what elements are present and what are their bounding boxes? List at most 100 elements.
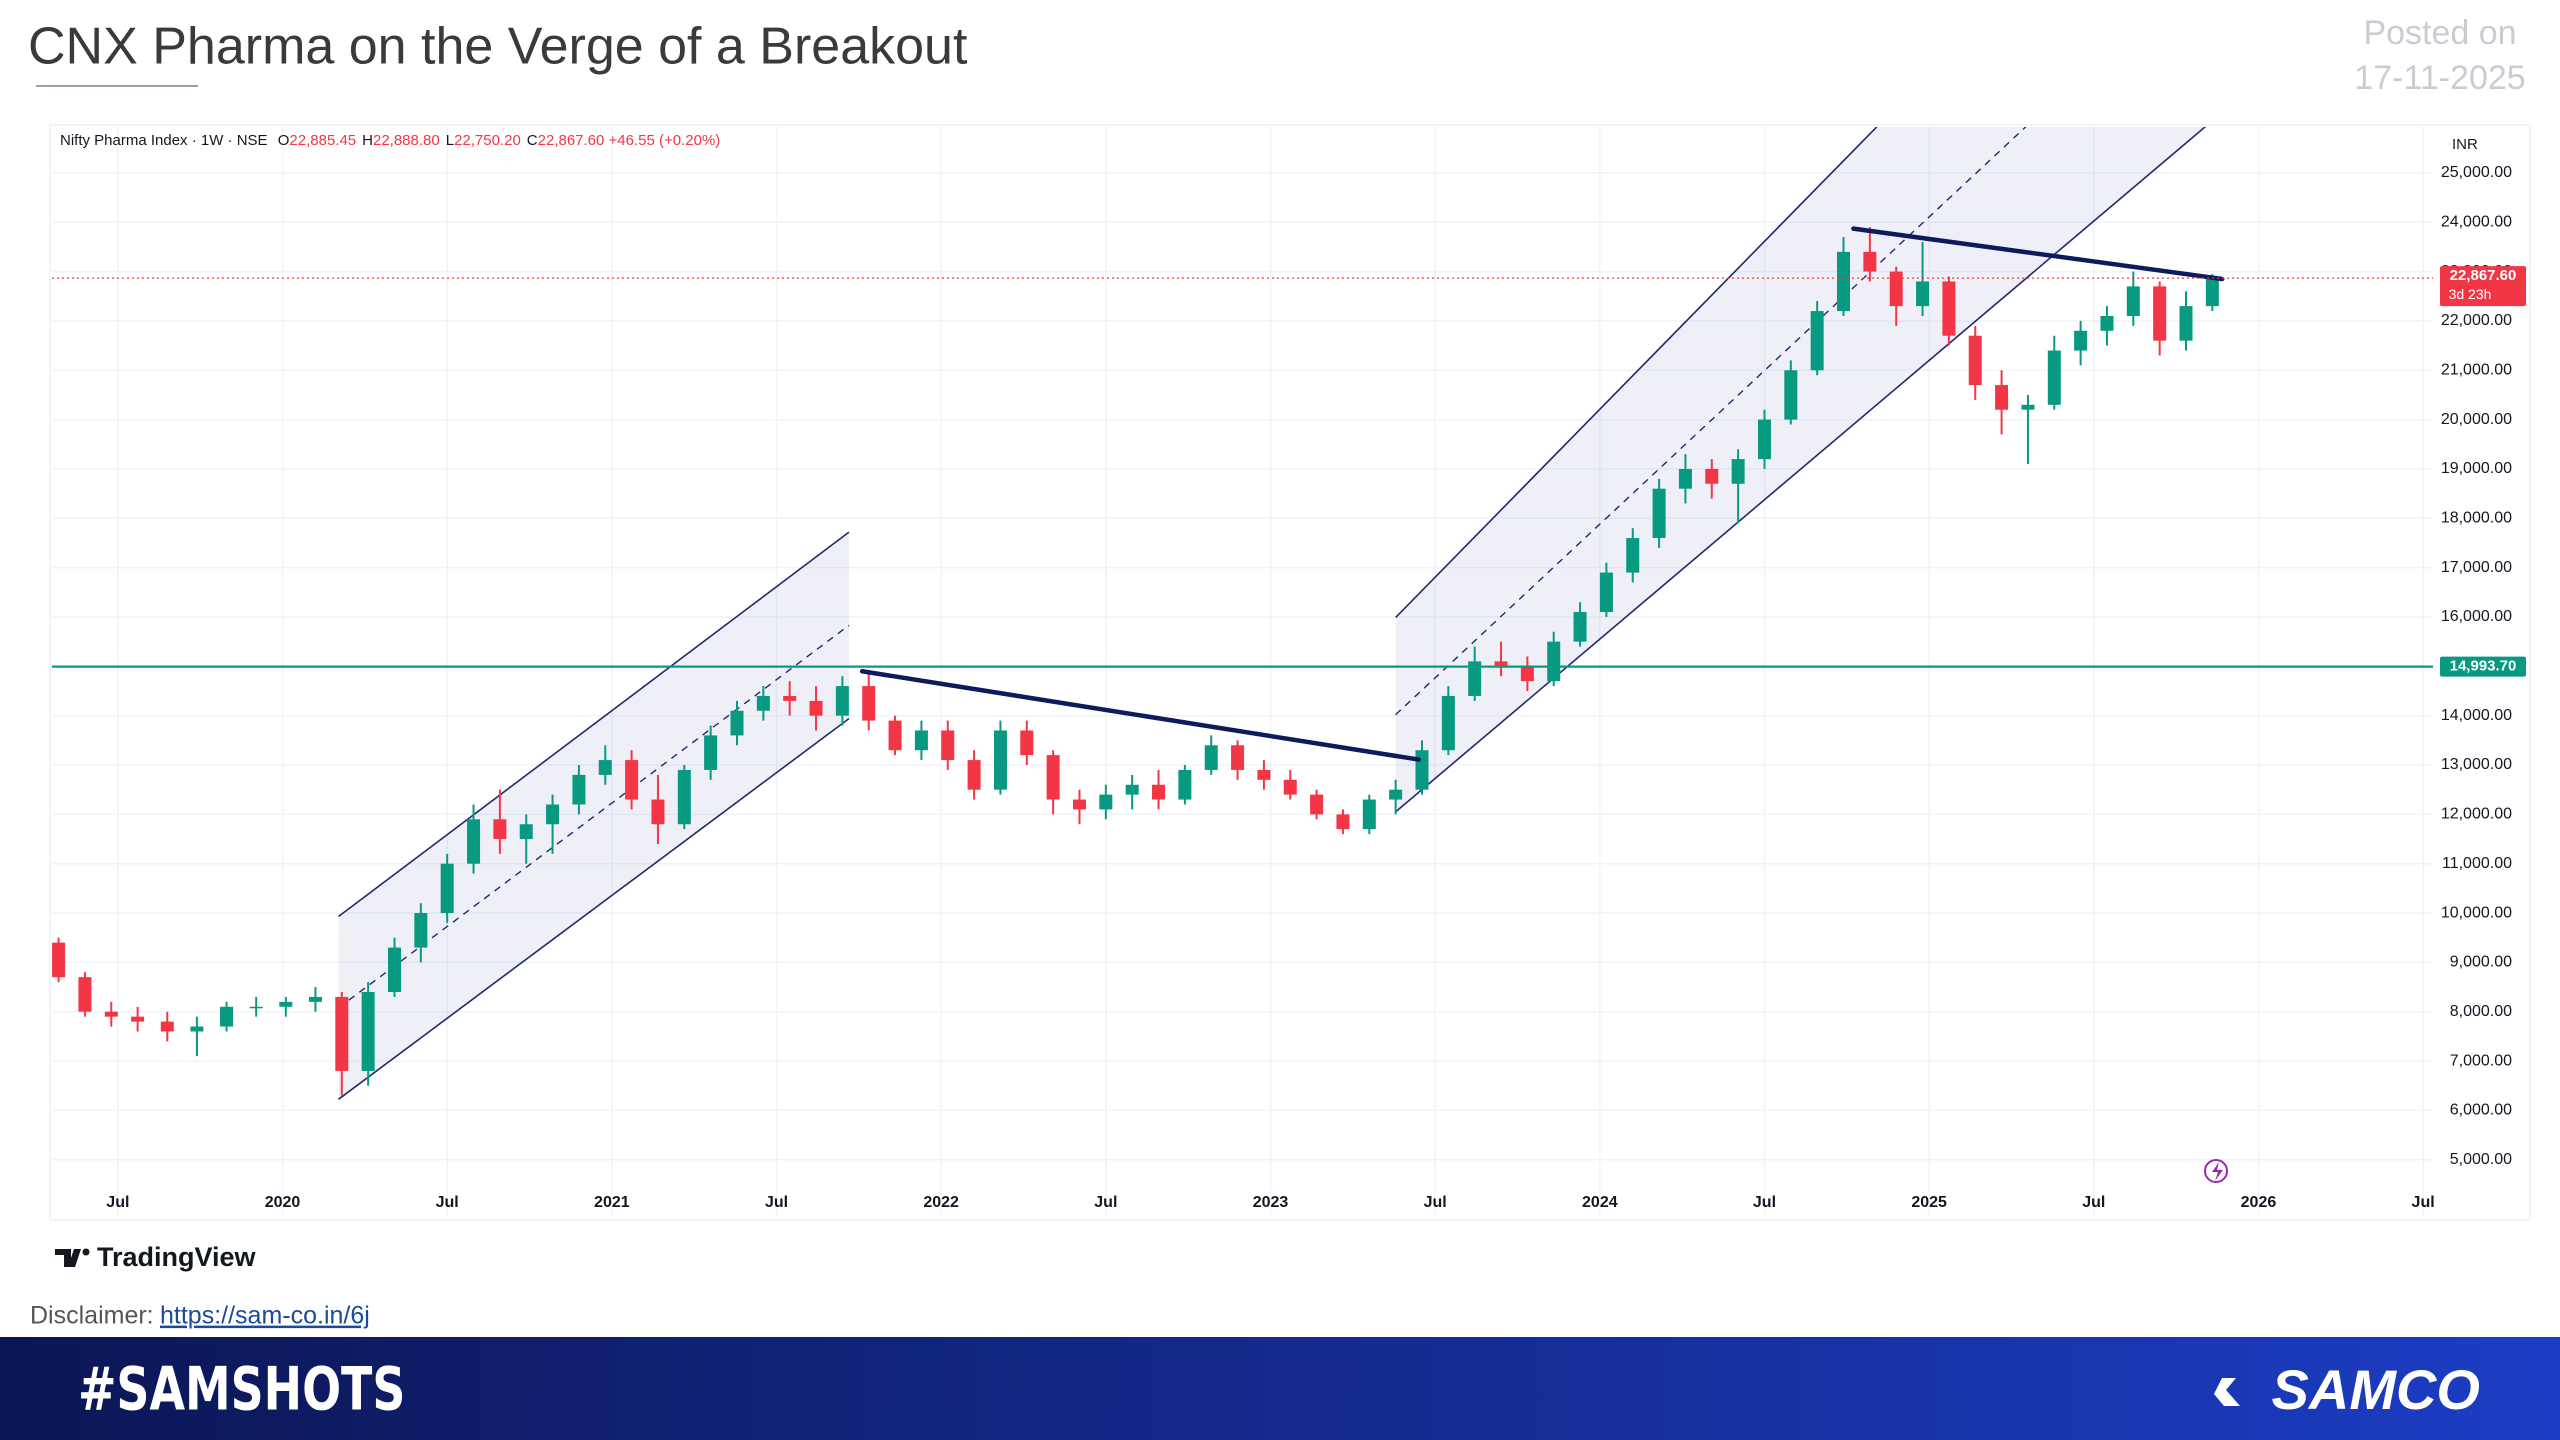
candle-body [572,774,586,805]
candle-body [888,720,902,751]
candle-body [2074,330,2088,351]
candle-body [279,1001,293,1007]
candle-body [249,1006,263,1009]
candle-body [1072,799,1086,810]
candle-body [1863,251,1877,272]
candle-body [941,730,955,761]
trendline [1851,226,2225,282]
candle-body [1415,750,1429,790]
candle-body [414,913,428,948]
candle-body [1099,794,1113,810]
y-tick-label: 22,000.00 [2441,312,2512,329]
candle-body [1362,799,1376,830]
candle-body [2153,286,2167,341]
tradingview-logo: TradingView [55,1242,257,1272]
y-tick-label: 6,000.00 [2450,1102,2512,1119]
candle-body [704,735,718,770]
channel-lower [338,717,850,1100]
candle-body [160,1021,174,1032]
ohlc-key: O [278,132,290,149]
candle-body [1547,641,1561,682]
ohlc-value: 22,750.20 [454,132,521,149]
candle-body [1046,755,1060,800]
candle-body [677,769,691,825]
y-tick-label: 18,000.00 [2441,510,2512,527]
candle-body [2021,404,2035,410]
channel-mid [1395,127,2027,716]
alert-icon[interactable] [2204,1159,2228,1183]
candle-body [220,1006,234,1027]
y-tick-label: 9,000.00 [2450,954,2512,971]
candle-body [1283,779,1297,795]
candle-body [1310,794,1324,815]
x-tick-label: Jul [2082,1194,2105,1211]
candle-body [862,686,876,721]
alert-bolt [2212,1162,2223,1181]
candle-body [2047,350,2061,405]
trendline [859,669,1421,762]
candle-body [519,824,533,840]
ohlc-key: L [446,132,454,149]
candle-body [104,1011,118,1017]
candle-body [467,819,481,864]
candle-body [1810,311,1824,371]
ohlc-key: H [362,132,373,149]
disclaimer-link[interactable]: https://sam-co.in/6j [160,1302,370,1330]
y-tick-label: 7,000.00 [2450,1052,2512,1069]
x-tick-label: 2021 [594,1194,630,1211]
x-tick-label: Jul [765,1194,788,1211]
candle-body [756,695,770,711]
hashtag: #SAMSHOTS [78,1354,405,1424]
candle-body [1520,666,1534,682]
candle-body [1626,538,1640,573]
candle-body [1995,385,2009,410]
y-tick-label: 14,000.00 [2441,707,2512,724]
footer-band [0,1337,2560,1440]
y-tick-label: 8,000.00 [2450,1003,2512,1020]
candle-body [2205,278,2219,307]
ohlc-value: 22,867.60 [538,132,605,149]
candle-body [625,760,639,800]
candle-body [967,760,981,790]
candle-body [1257,769,1271,780]
last-price-tag [2440,266,2526,307]
legend-line: Nifty Pharma Index · 1W · NSE O22,885.45… [60,132,720,149]
x-tick-label: Jul [1424,1194,1447,1211]
candle-body [190,1026,204,1032]
candle-body [1152,784,1166,800]
y-tick-label: 11,000.00 [2442,855,2512,872]
candle-body [1204,745,1218,770]
candle-body [651,799,665,825]
candle-body [1678,468,1692,489]
title: CNX Pharma on the Verge of a Breakout [28,18,968,76]
channel-fill [338,532,849,1100]
candle-body [2179,306,2193,341]
candle-body [1573,612,1587,642]
candle-body [1942,281,1956,336]
candles [52,227,2219,1096]
level-tag [2440,656,2526,677]
candle-body [598,760,612,775]
candle-body [387,947,401,992]
grid [52,127,2433,1217]
candle-body [493,819,507,840]
candle-body [1468,661,1482,696]
candle-body [993,730,1007,790]
candle-body [1968,335,1982,386]
tradingview-text: TradingView [97,1242,257,1272]
candle-body [1916,281,1930,307]
y-tick-label: 19,000.00 [2441,460,2512,477]
channel-upper [1395,127,1878,619]
chart-frame [49,124,2531,1221]
candle-body [1837,251,1851,312]
x-tick-label: Jul [436,1194,459,1211]
candle-body [546,804,560,825]
candle-body [1020,730,1034,756]
channel-fill [1395,127,2205,812]
candle-body [730,710,744,736]
candle-body [440,863,454,914]
y-tick-label: 13,000.00 [2441,756,2512,773]
x-tick-label: 2020 [265,1194,301,1211]
level-label: 14,993.70 [2450,658,2517,675]
